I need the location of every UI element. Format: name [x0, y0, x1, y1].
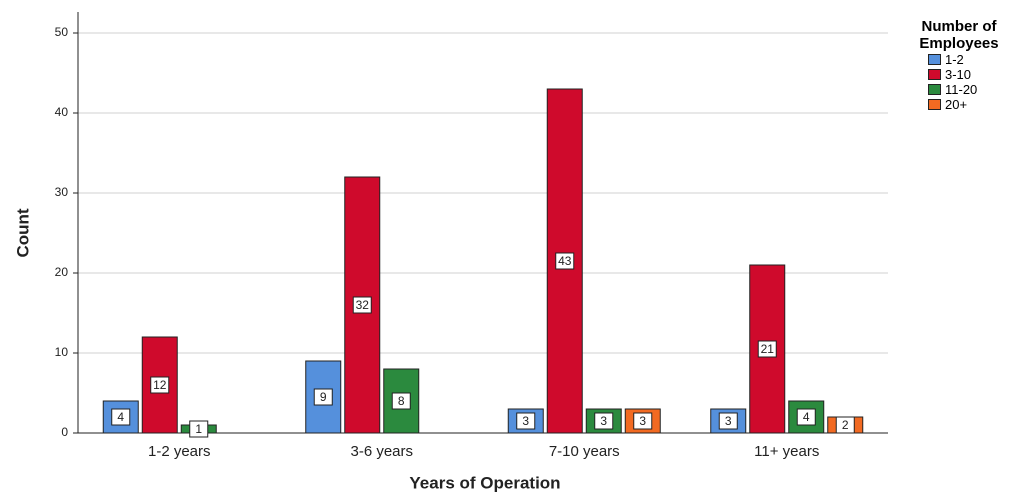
value-label-text: 43: [558, 254, 572, 268]
value-label-text: 12: [153, 378, 167, 392]
value-label-box: [757, 340, 777, 358]
legend-label: 20+: [945, 97, 968, 112]
value-label-text: 3: [639, 414, 646, 428]
y-tick-label: 30: [55, 185, 69, 199]
value-label: 4: [796, 408, 816, 426]
legend-swatch: [928, 84, 941, 95]
value-label-text: 32: [356, 298, 370, 312]
value-label: 32: [352, 296, 372, 314]
value-label-text: 2: [842, 418, 849, 432]
value-label-box: [352, 296, 372, 314]
legend-label: 1-2: [945, 52, 964, 67]
value-label-text: 9: [320, 390, 327, 404]
value-label-text: 3: [600, 414, 607, 428]
legend-swatch: [928, 69, 941, 80]
y-tick-label: 20: [55, 265, 69, 279]
legend-item: 3-10: [928, 67, 1023, 82]
value-label-box: [516, 412, 536, 430]
value-label: 4: [111, 408, 131, 426]
value-label-box: [594, 412, 614, 430]
legend: Number of Employees 1-2 3-10 11-20 20+: [900, 18, 1023, 112]
y-tick-label: 40: [55, 105, 69, 119]
x-tick-label: 7-10 years: [549, 443, 620, 460]
y-tick-label: 50: [55, 25, 69, 39]
value-label: 12: [150, 376, 170, 394]
legend-label: 11-20: [945, 82, 978, 97]
legend-item: 11-20: [928, 82, 1023, 97]
value-label-text: 4: [803, 410, 810, 424]
value-label-box: [835, 416, 855, 434]
value-label-text: 1: [195, 422, 202, 436]
value-label: 43: [555, 252, 575, 270]
value-label-box: [633, 412, 653, 430]
value-label: 3: [516, 412, 536, 430]
value-label: 9: [313, 388, 333, 406]
value-label: 3: [633, 412, 653, 430]
value-label-box: [111, 408, 131, 426]
value-label-text: 21: [761, 342, 775, 356]
x-tick-label: 3-6 years: [350, 443, 413, 460]
value-label: 1: [189, 420, 209, 438]
x-axis-title: Years of Operation: [409, 473, 560, 492]
legend-title: Number of Employees: [919, 18, 999, 52]
value-label-box: [718, 412, 738, 430]
value-label-box: [189, 420, 209, 438]
y-tick-label: 10: [55, 345, 69, 359]
value-label-text: 4: [117, 410, 124, 424]
value-label: 2: [835, 416, 855, 434]
x-tick-label: 11+ years: [754, 443, 819, 460]
value-label: 21: [757, 340, 777, 358]
value-label-text: 3: [522, 414, 529, 428]
value-label-text: 8: [398, 394, 405, 408]
legend-swatch: [928, 54, 941, 65]
x-tick-label: 1-2 years: [148, 443, 211, 460]
value-label-box: [150, 376, 170, 394]
y-axis-title: Count: [13, 208, 32, 257]
y-tick-label: 0: [61, 425, 68, 439]
legend-item: 20+: [928, 97, 1023, 112]
legend-label: 3-10: [945, 67, 972, 82]
legend-item: 1-2: [928, 52, 1023, 67]
value-label-box: [555, 252, 575, 270]
value-label: 8: [391, 392, 411, 410]
value-label-text: 3: [725, 414, 732, 428]
legend-swatch: [928, 99, 941, 110]
value-label-box: [313, 388, 333, 406]
value-label-box: [796, 408, 816, 426]
value-label: 3: [718, 412, 738, 430]
value-label: 3: [594, 412, 614, 430]
value-label-box: [391, 392, 411, 410]
